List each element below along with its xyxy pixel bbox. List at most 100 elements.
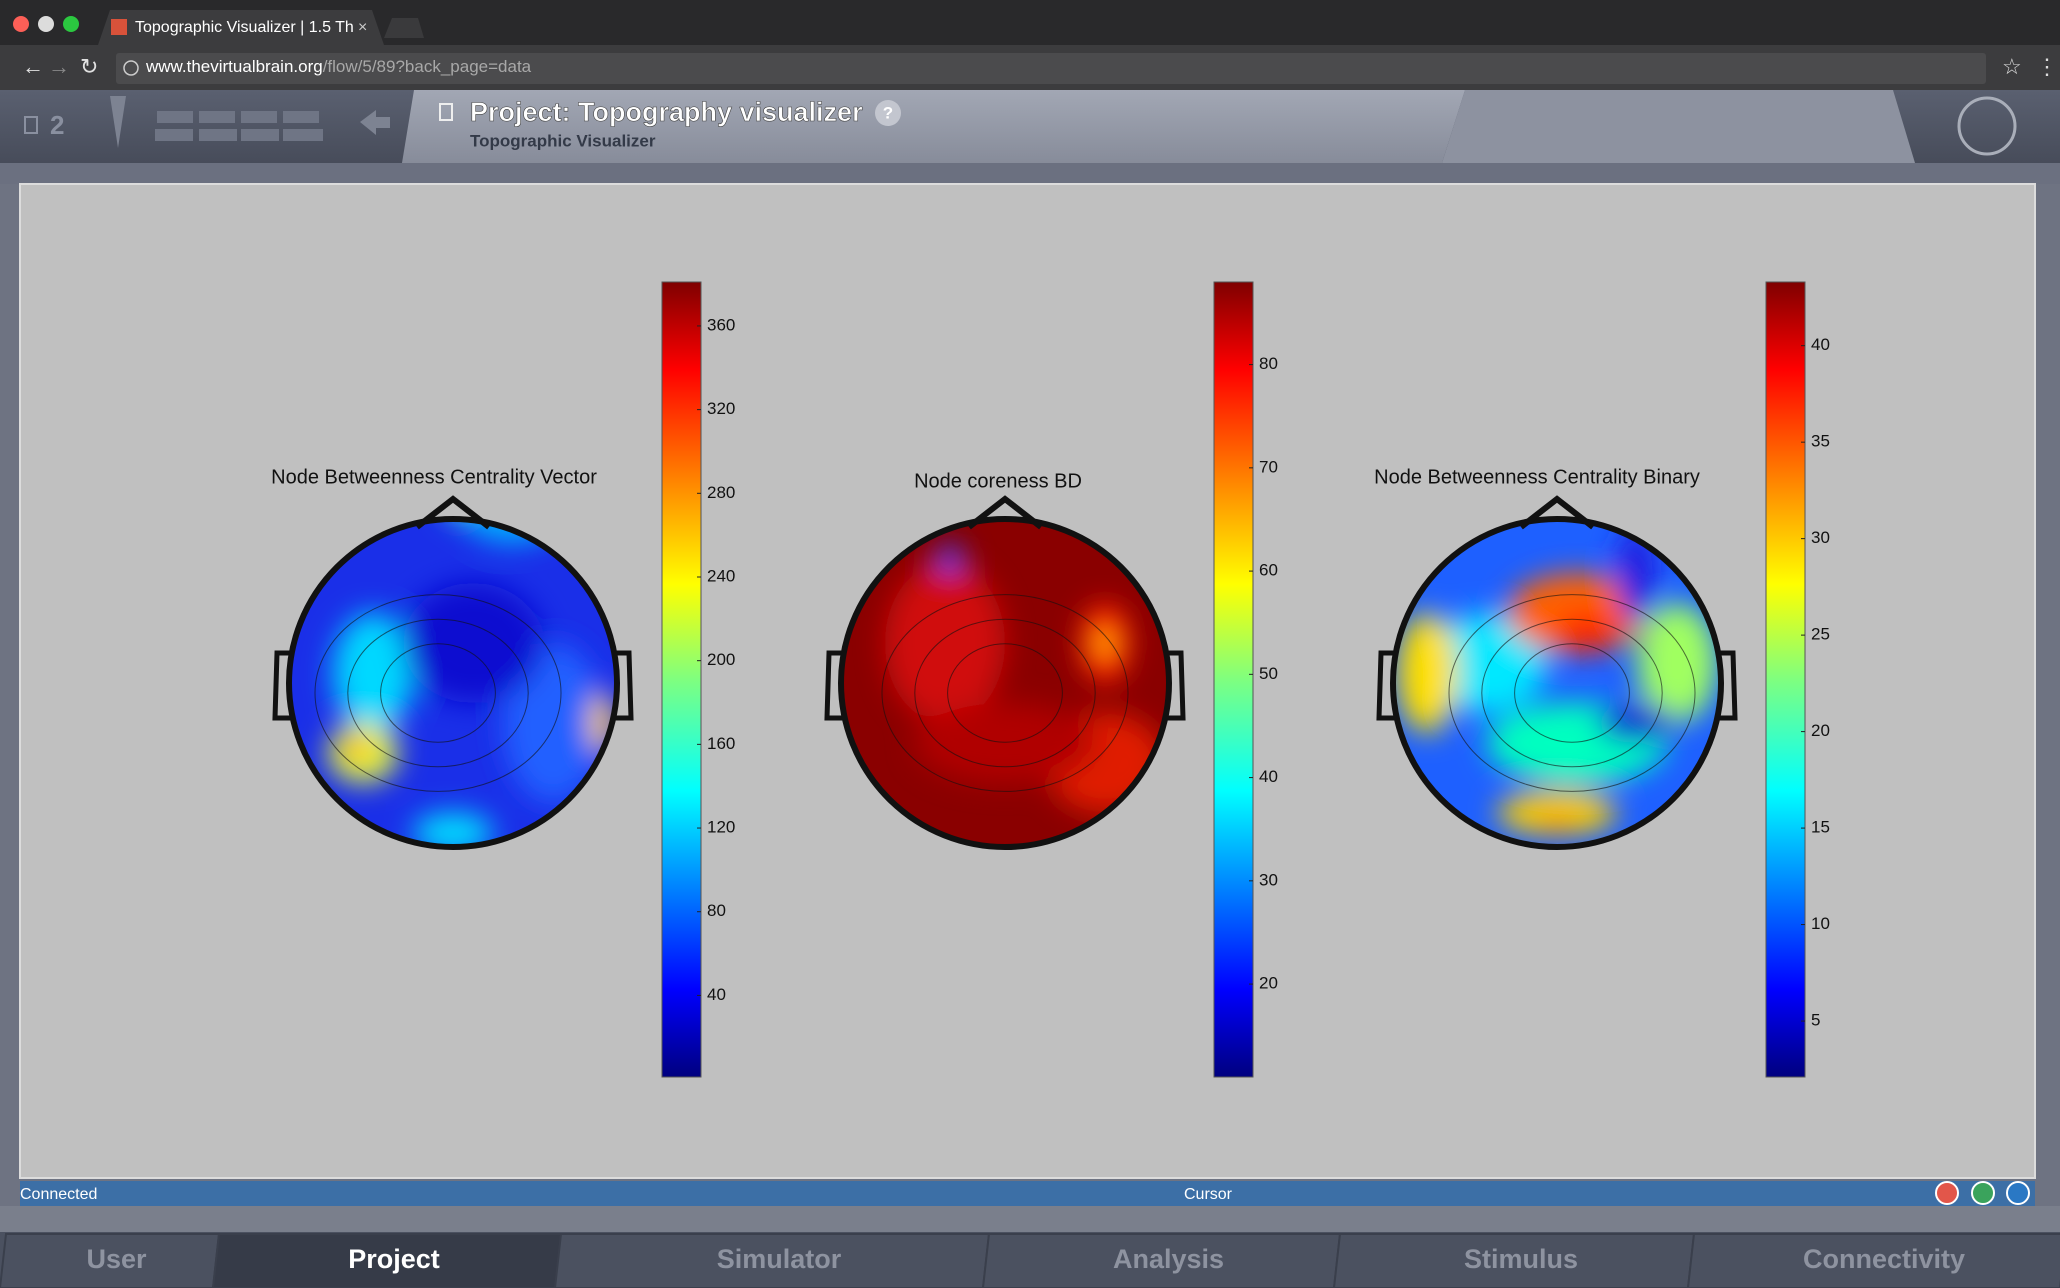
browser-tab[interactable] [98,10,384,45]
help-button[interactable] [875,100,901,126]
project-subtitle: Topographic Visualizer [470,131,656,150]
colorbar-tick-label: 20 [1811,721,1830,740]
chart-title: Node Betweenness Centrality Vector [271,466,597,488]
field-blobs [328,519,615,847]
maximize-window[interactable] [63,16,79,32]
field-blob [1427,613,1547,713]
topomap-chart: Node Betweenness Centrality Binary 5 10 15 2… [1374,281,1830,1078]
project-count[interactable]: 2 [50,110,64,140]
footer-gap [0,1206,2060,1232]
nose [1519,495,1595,530]
status-left: Connected [20,1186,97,1203]
project-panel [402,90,1465,163]
site-info[interactable] [123,60,139,76]
forward-button[interactable]: → [48,54,70,79]
reload-button[interactable]: ↻ [80,54,98,79]
field-blob [1095,629,1115,657]
colorbar [1765,281,1806,1078]
help-text[interactable]: ? [883,103,893,122]
contour-line [1514,643,1630,743]
colorbar-tick-label: 40 [707,985,726,1004]
colorbar-tick-label: 240 [707,566,735,585]
contour-line [947,643,1063,743]
right-ear [1715,650,1738,721]
contour-line [380,643,496,743]
left-ear [824,650,847,721]
new-tab[interactable] [384,18,424,38]
pan-button[interactable] [2006,1181,2030,1205]
right-ear [611,650,634,721]
browser-menu[interactable]: ⋮ [2036,54,2058,79]
colorbar-tick-label: 40 [1259,767,1278,786]
colorbar-tick-label: 35 [1811,432,1830,451]
topomap-chart: Node Betweenness Centrality Vector 40 80 12… [271,281,735,1078]
url-host: www.thevirtualbrain.org [145,57,323,76]
colorbar-tick-label: 60 [1259,561,1278,580]
contour-line [347,618,529,768]
colorbar-tick-label: 40 [1811,335,1830,354]
field-blobs [1397,523,1717,835]
nav-label[interactable]: Connectivity [1803,1244,1965,1274]
bookmark-star[interactable]: ☆ [2002,54,2022,79]
field-blob [1397,613,1457,733]
title-icon [439,103,453,121]
tab-favicon [111,19,127,35]
colorbar-tick-label: 15 [1811,818,1830,837]
back-button[interactable]: ← [22,54,44,79]
right-ear [1163,650,1186,721]
zoom-button[interactable] [1971,1181,1995,1205]
nav-label[interactable]: Project [348,1244,440,1274]
left-ear [272,650,295,721]
colorbar-tick-label: 200 [707,650,735,669]
chart-title: Node Betweenness Centrality Binary [1374,466,1700,488]
field-blob [1637,603,1717,723]
nav-label[interactable]: Stimulus [1464,1244,1578,1274]
colorbar-tick-label: 25 [1811,625,1830,644]
colorbar-tick-label: 20 [1259,974,1278,993]
head-outline [286,516,620,850]
status-bar [20,1181,2035,1206]
colorbar-tick-label: 10 [1811,914,1830,933]
scalp-field [1393,519,1721,847]
url-field[interactable] [116,53,1986,84]
nav-tab[interactable] [1686,1233,2060,1288]
colorbar-tick-label: 50 [1259,664,1278,683]
nav-label[interactable]: Simulator [717,1244,842,1274]
colorbar-tick-label: 70 [1259,457,1278,476]
colorbar-tick-label: 160 [707,734,735,753]
field-blob [936,544,964,572]
tab-close[interactable]: × [358,19,367,36]
field-blob [1597,703,1677,743]
field-blob [503,643,603,803]
left-ear [1376,650,1399,721]
head-outline [1390,516,1724,850]
header-right-panel [1442,90,1915,163]
colorbar-tick-label: 80 [707,901,726,920]
colorbar-tick-label: 80 [1259,354,1278,373]
brain-logo[interactable] [1957,96,2017,156]
field-blob [403,583,543,703]
scalp-field [289,519,617,847]
tab-title: Topographic Visualizer | 1.5 Th [135,19,354,36]
reset-button[interactable] [1935,1181,1959,1205]
contour-line [1481,618,1663,768]
contour-line [881,594,1129,792]
menu-grid[interactable] [155,111,323,141]
separator [0,163,2060,184]
minimize-window[interactable] [38,16,54,32]
back-arrow[interactable] [360,110,390,135]
colorbar-tick-label: 5 [1811,1011,1820,1030]
field-blob [885,563,1005,723]
field-blob [1537,815,1577,831]
colorbar [1213,281,1254,1078]
colorbar-tick-label: 280 [707,483,735,502]
url-text: www.thevirtualbrain.org/flow/5/89?back_p… [145,57,532,76]
divider [110,96,126,148]
close-window[interactable] [13,16,29,32]
nav-label[interactable]: User [86,1244,147,1274]
field-blob [333,613,413,733]
status-center: Cursor [1184,1186,1233,1203]
nav-label[interactable]: Analysis [1113,1244,1224,1274]
